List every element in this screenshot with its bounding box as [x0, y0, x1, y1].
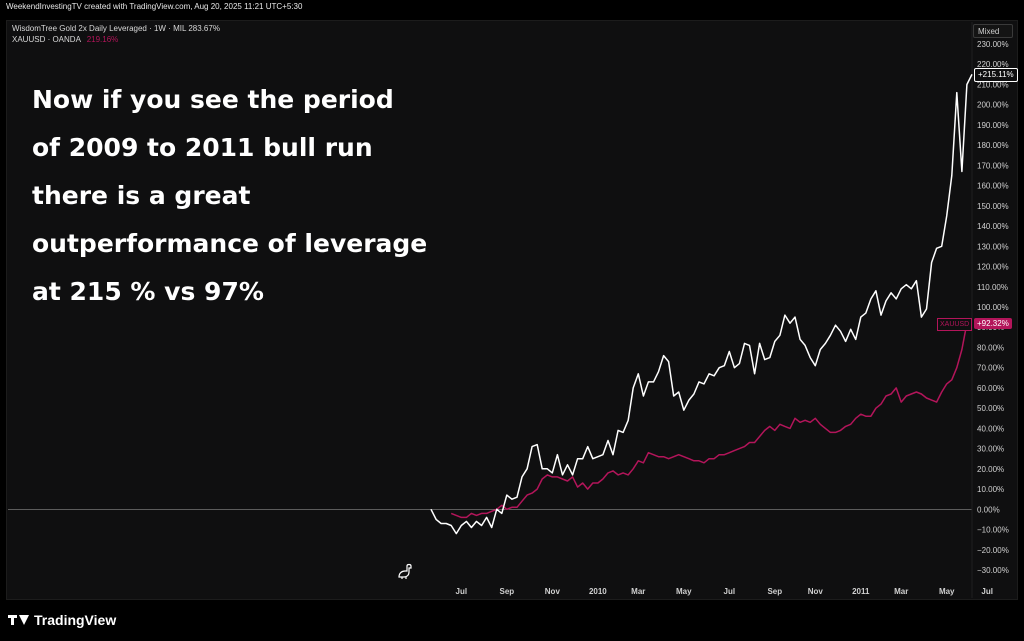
y-tick-label: 150.00%	[977, 202, 1009, 211]
y-tick-label: 170.00%	[977, 161, 1009, 170]
leveraged-last-value-badge: +215.11%	[974, 68, 1018, 82]
annotation-line-1: Now if you see the period	[32, 85, 394, 114]
chart-frame	[6, 20, 1018, 600]
series2-name: XAUUSD · OANDA	[12, 35, 81, 44]
y-tick-label: 160.00%	[977, 182, 1009, 191]
y-tick-label: 180.00%	[977, 141, 1009, 150]
annotation-line-3: there is a great	[32, 181, 251, 210]
y-tick-label: 140.00%	[977, 222, 1009, 231]
annotation-line-2: of 2009 to 2011 bull run	[32, 133, 373, 162]
gold-series-line	[450, 323, 968, 519]
y-tick-label: 130.00%	[977, 242, 1009, 251]
x-tick-label: Jul	[724, 587, 736, 596]
y-tick-label: 80.00%	[977, 343, 1004, 352]
created-by-caption: WeekendInvestingTV created with TradingV…	[6, 2, 303, 11]
y-tick-label: 20.00%	[977, 465, 1004, 474]
y-tick-label: 60.00%	[977, 384, 1004, 393]
x-tick-label: Mar	[894, 587, 908, 596]
annotation-line-4: outperformance of leverage	[32, 229, 428, 258]
y-tick-label: 100.00%	[977, 303, 1009, 312]
tradingview-logo-icon	[8, 613, 29, 627]
x-tick-label: 2010	[589, 587, 607, 596]
x-tick-label: Jul	[456, 587, 468, 596]
y-tick-label: 230.00%	[977, 40, 1009, 49]
y-tick-label: 50.00%	[977, 404, 1004, 413]
y-tick-label: −30.00%	[977, 566, 1009, 575]
footer-brand[interactable]: TradingView	[8, 612, 116, 628]
y-tick-label: 10.00%	[977, 485, 1004, 494]
scale-mode-button[interactable]: Mixed	[973, 24, 1013, 38]
y-tick-label: −20.00%	[977, 546, 1009, 555]
y-tick-label: 220.00%	[977, 60, 1009, 69]
y-tick-label: 70.00%	[977, 364, 1004, 373]
x-tick-label: May	[939, 587, 955, 596]
x-tick-label: Jul	[981, 587, 993, 596]
leveraged-series-line	[430, 73, 973, 535]
x-tick-label: Nov	[808, 587, 824, 596]
series2-legend[interactable]: XAUUSD · OANDA 219.16%	[12, 35, 118, 44]
x-tick-label: Mar	[631, 587, 645, 596]
y-tick-label: 210.00%	[977, 80, 1009, 89]
y-tick-label: 30.00%	[977, 445, 1004, 454]
x-tick-label: Sep	[500, 587, 515, 596]
series2-percent: 219.16%	[86, 35, 119, 44]
dino-icon[interactable]	[396, 562, 414, 580]
y-tick-label: 190.00%	[977, 121, 1009, 130]
y-tick-label: 120.00%	[977, 263, 1009, 272]
x-tick-label: Sep	[767, 587, 782, 596]
y-tick-label: −10.00%	[977, 526, 1009, 535]
gold-series-label-badge: XAUUSD	[937, 318, 973, 331]
annotation-line-5: at 215 % vs 97%	[32, 277, 264, 306]
y-tick-label: 110.00%	[977, 283, 1008, 292]
x-tick-label: May	[676, 587, 692, 596]
series1-legend[interactable]: WisdomTree Gold 2x Daily Leveraged · 1W …	[12, 24, 220, 33]
gold-last-value-badge: +92.32%	[974, 318, 1012, 329]
y-tick-label: 200.00%	[977, 101, 1009, 110]
annotation-text: Now if you see the period of 2009 to 201…	[32, 76, 427, 316]
footer-brand-text: TradingView	[34, 612, 117, 628]
y-tick-label: 0.00%	[977, 505, 1000, 514]
x-tick-label: Nov	[545, 587, 561, 596]
x-tick-label: 2011	[852, 587, 870, 596]
y-tick-label: 40.00%	[977, 424, 1004, 433]
